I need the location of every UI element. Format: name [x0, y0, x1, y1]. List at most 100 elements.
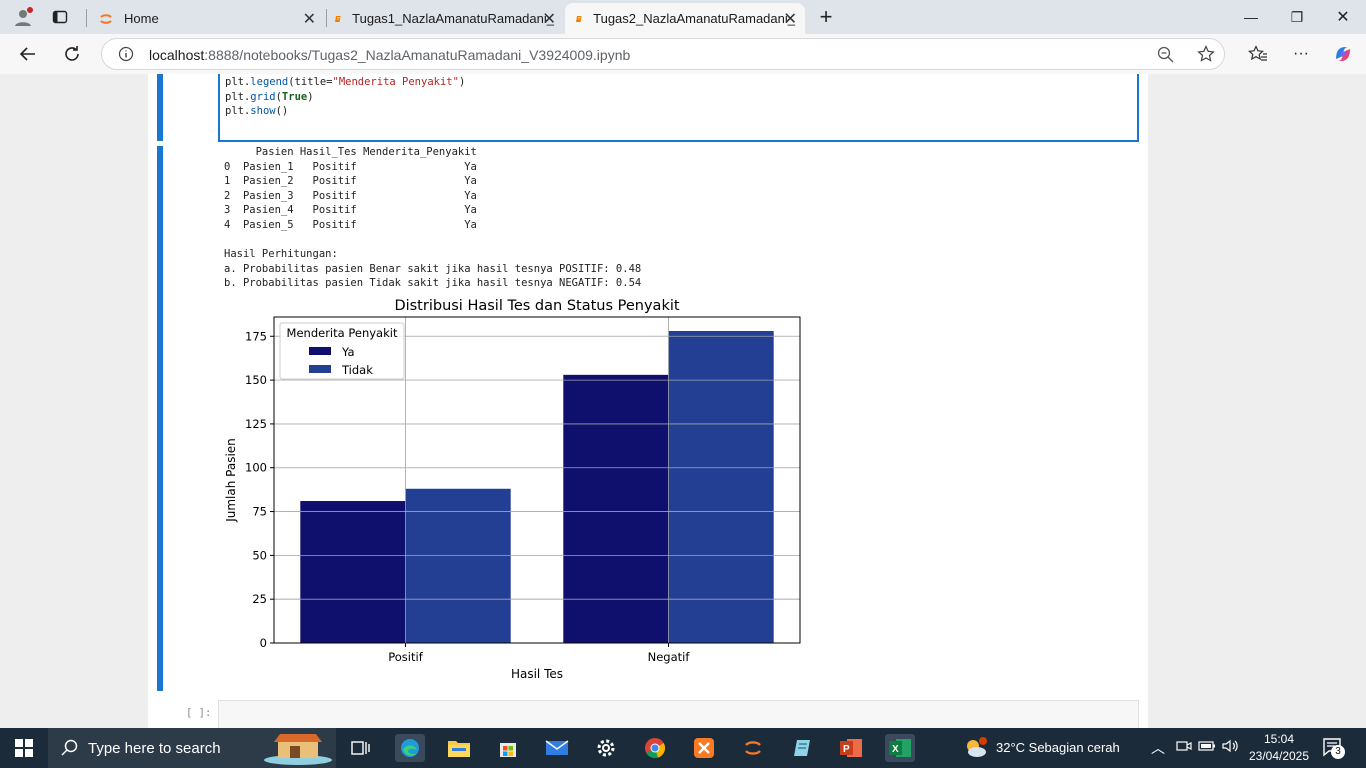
search-icon: [61, 739, 78, 756]
bar-ya-positif: [300, 501, 406, 643]
settings-gear-icon[interactable]: [591, 734, 621, 762]
profile-icon[interactable]: [8, 3, 38, 31]
taskbar-search[interactable]: Type here to search: [48, 728, 336, 768]
cell-output-text: Pasien Hasil_Tes Menderita_Penyakit 0 Pa…: [224, 145, 641, 291]
y-tick-label: 50: [252, 548, 267, 562]
notification-count: 3: [1331, 745, 1345, 759]
minimize-icon[interactable]: —: [1244, 9, 1258, 25]
legend-title: Menderita Penyakit: [287, 326, 398, 340]
tab-label: Tugas1_NazlaAmanatuRamadani_: [352, 11, 554, 26]
x-axis-label: Hasil Tes: [511, 667, 563, 681]
xampp-icon[interactable]: [689, 734, 719, 762]
favorites-icon[interactable]: [1243, 40, 1273, 68]
search-highlight-icon: [264, 734, 332, 765]
result-title: Hasil Perhitungan:: [224, 248, 338, 261]
new-tab-icon[interactable]: +: [819, 4, 833, 29]
y-tick-label: 150: [245, 373, 267, 387]
jupyter-app-icon[interactable]: [738, 734, 768, 762]
legend-label-tidak: Tidak: [341, 363, 373, 377]
bar-ya-negatif: [563, 374, 669, 643]
excel-icon[interactable]: X: [885, 734, 915, 762]
legend-label-ya: Ya: [341, 345, 355, 359]
empty-cell-prompt: [ ]:: [186, 707, 212, 719]
notebook-icon: [576, 15, 582, 22]
dataframe-row: 3 Pasien_4 Positif Ya: [224, 204, 477, 217]
tab-label: Home: [124, 11, 159, 26]
chrome-icon[interactable]: [640, 734, 670, 762]
info-icon[interactable]: [118, 46, 134, 62]
battery-icon[interactable]: [1198, 739, 1216, 756]
y-tick-label: 100: [245, 461, 267, 475]
notebook-viewport: plt.legend(title="Menderita Penyakit") p…: [0, 74, 1366, 728]
y-tick-label: 0: [260, 636, 267, 650]
code-text: plt.legend(title="Menderita Penyakit") p…: [225, 76, 466, 118]
search-placeholder: Type here to search: [88, 739, 221, 757]
close-tab-icon[interactable]: ✕: [302, 10, 316, 28]
dataframe-row: 0 Pasien_1 Positif Ya: [224, 160, 477, 173]
url-text: localhost:8888/notebooks/Tugas2_NazlaAma…: [149, 47, 631, 63]
notifications-button[interactable]: 3: [1322, 737, 1346, 759]
svg-text:X: X: [892, 744, 899, 755]
restore-icon[interactable]: ❐: [1290, 8, 1304, 25]
copilot-icon[interactable]: [1328, 40, 1358, 68]
tab-tugas2[interactable]: Tugas2_NazlaAmanatuRamadani_ ✕: [565, 3, 805, 34]
more-menu-icon[interactable]: ···: [1293, 45, 1309, 62]
y-tick-label: 175: [245, 329, 267, 343]
close-tab-icon[interactable]: ✕: [542, 10, 556, 28]
code-cell-selection-bar[interactable]: [157, 74, 163, 141]
y-tick-label: 25: [252, 592, 267, 606]
browser-toolbar: localhost:8888/notebooks/Tugas2_NazlaAma…: [0, 34, 1366, 74]
powerpoint-icon[interactable]: P: [836, 734, 866, 762]
favorite-star-icon[interactable]: [1197, 45, 1215, 63]
file-explorer-icon[interactable]: [444, 734, 474, 762]
meet-now-icon[interactable]: [1176, 738, 1192, 757]
notebook-icon: [335, 15, 341, 22]
chart-title: Distribusi Hasil Tes dan Status Penyakit: [394, 298, 679, 314]
y-tick-label: 75: [252, 505, 267, 519]
tab-home[interactable]: Home ✕: [88, 3, 324, 34]
svg-text:P: P: [843, 744, 850, 755]
browser-tab-bar: Home ✕ Tugas1_NazlaAmanatuRamadani_ ✕ Tu…: [0, 0, 1366, 34]
back-icon[interactable]: [13, 40, 43, 68]
legend-swatch-tidak: [309, 365, 331, 373]
store-icon[interactable]: [493, 734, 523, 762]
close-tab-icon[interactable]: ✕: [783, 10, 797, 28]
weather-icon[interactable]: [961, 734, 991, 762]
code-editor[interactable]: plt.legend(title="Menderita Penyakit") p…: [218, 74, 1139, 142]
result-b: b. Probabilitas pasien Tidak sakit jika …: [224, 277, 642, 290]
dataframe-row: 4 Pasien_5 Positif Ya: [224, 218, 477, 231]
taskbar: Type here to search P X 32°C Sebagian ce…: [0, 728, 1366, 768]
legend-swatch-ya: [309, 347, 331, 355]
output-selection-bar[interactable]: [157, 146, 163, 691]
dataframe-header: Pasien Hasil_Tes Menderita_Penyakit: [224, 146, 477, 158]
start-windows-icon[interactable]: [9, 734, 39, 762]
zoom-icon[interactable]: [1157, 46, 1174, 63]
refresh-icon[interactable]: [57, 40, 87, 68]
notes-app-icon[interactable]: [787, 734, 817, 762]
tab-actions-icon[interactable]: [45, 3, 75, 31]
empty-code-cell[interactable]: [218, 700, 1139, 728]
edge-icon[interactable]: [395, 734, 425, 762]
x-tick-label: Positif: [388, 650, 423, 664]
mail-icon[interactable]: [542, 734, 572, 762]
tab-label: Tugas2_NazlaAmanatuRamadani_: [593, 11, 795, 26]
jupyter-icon: [100, 13, 112, 24]
y-tick-label: 125: [245, 417, 267, 431]
address-bar[interactable]: localhost:8888/notebooks/Tugas2_NazlaAma…: [101, 38, 1225, 70]
volume-icon[interactable]: [1221, 738, 1239, 757]
weather-text[interactable]: 32°C Sebagian cerah: [996, 740, 1120, 755]
clock-time: 15:04: [1263, 732, 1295, 746]
clock[interactable]: 15:04 23/04/2025: [1243, 731, 1315, 765]
chevron-up-icon[interactable]: ︿: [1151, 740, 1165, 756]
close-window-icon[interactable]: ✕: [1336, 9, 1350, 26]
tab-tugas1[interactable]: Tugas1_NazlaAmanatuRamadani_ ✕: [324, 3, 564, 34]
bar-chart: 0 25 50 75 100 125 150 175 Positif Negatif Distrib…: [224, 298, 801, 681]
bar-tidak-negatif: [668, 331, 774, 643]
task-view-icon[interactable]: [345, 734, 375, 762]
bar-tidak-positif: [405, 488, 511, 643]
x-tick-label: Negatif: [648, 650, 691, 664]
y-axis-label: Jumlah Pasien: [224, 438, 238, 523]
dataframe-row: 1 Pasien_2 Positif Ya: [224, 175, 477, 188]
dataframe-row: 2 Pasien_3 Positif Ya: [224, 189, 477, 202]
plot-frame: [273, 316, 801, 644]
